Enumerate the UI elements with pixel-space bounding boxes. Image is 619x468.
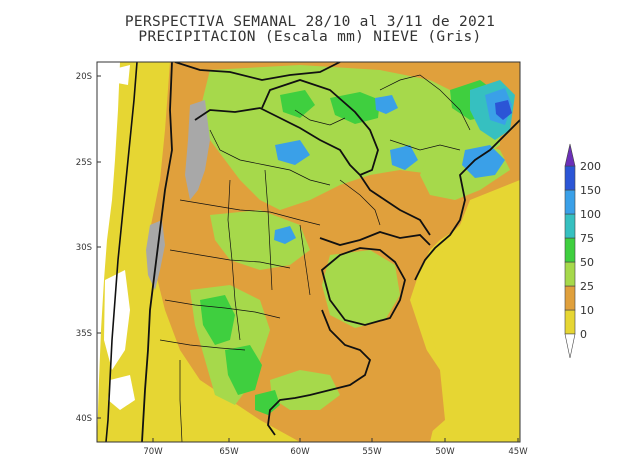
colorbar-segment [564,213,576,239]
precip-50-75-b [225,345,262,395]
precip-25-50-coast [270,370,340,410]
precip-25-50-central [210,210,310,270]
chart-title: PERSPECTIVA SEMANAL 28/10 al 3/11 de 202… [124,14,496,30]
precip-25-50-north [200,65,500,210]
lat-tick-label: 40S [76,414,92,424]
colorbar-label: 100 [580,208,601,221]
colorbar-label: 75 [580,232,594,245]
colorbar-bottom-arrow [564,333,576,359]
colorbar-top-arrow [564,143,576,167]
lon-tick-label: 55W [362,447,382,457]
lat-tick-label: 30S [76,243,92,253]
snow-north [185,100,210,200]
precip-100-150-b [275,140,310,165]
precip-150-200-f [495,100,512,120]
dry-white-c [108,375,135,410]
atlantic-orange [330,340,445,442]
colorbar-segment [564,189,576,215]
lon-tick-label: 45W [508,447,528,457]
precip-50-75-d [280,90,315,118]
map-frame [96,61,521,443]
lat-tick-label: 20S [76,72,92,82]
chart-subtitle: PRECIPITACION (Escala mm) NIEVE (Gris) [138,29,482,45]
colorbar: 0 10 25 50 75 100 150 200 [564,143,601,359]
colorbar-label: 25 [580,280,594,293]
precip-100-150-g [462,145,505,178]
pacific-ocean [97,62,120,442]
colorbar-segment [564,165,576,191]
colorbar-label: 50 [580,256,594,269]
lon-tick-label: 60W [290,447,310,457]
colorbar-segment [564,237,576,263]
precip-100-150-c [390,145,418,170]
colorbar-label: 150 [580,184,601,197]
precip-100-150-a [274,226,296,244]
colorbar-segment [564,285,576,311]
lat-tick-label: 25S [76,158,92,168]
colorbar-segment [564,309,576,335]
lat-tick-label: 35S [76,329,92,339]
lon-tick-label: 65W [219,447,239,457]
dry-white-b [110,65,130,85]
precip-25-50-uruguay [322,250,400,328]
map-area [97,62,520,442]
precip-50-75-a [200,295,235,345]
precip-50-75-f [255,390,280,415]
dry-white-a [104,270,130,370]
colorbar-label: 10 [580,304,594,317]
precip-100-150-h [375,95,398,114]
borders [105,62,520,442]
snow-south [146,220,165,290]
colorbar-label: 0 [580,328,587,341]
lon-tick-label: 70W [143,447,163,457]
colorbar-segment [564,261,576,287]
atlantic-yellow [425,180,520,442]
colorbar-label: 200 [580,160,601,173]
lon-tick-label: 50W [435,447,455,457]
axis-ticks: 20S 25S 30S 35S 40S 70W 65W 60W 55W 50W 45W [76,72,528,457]
